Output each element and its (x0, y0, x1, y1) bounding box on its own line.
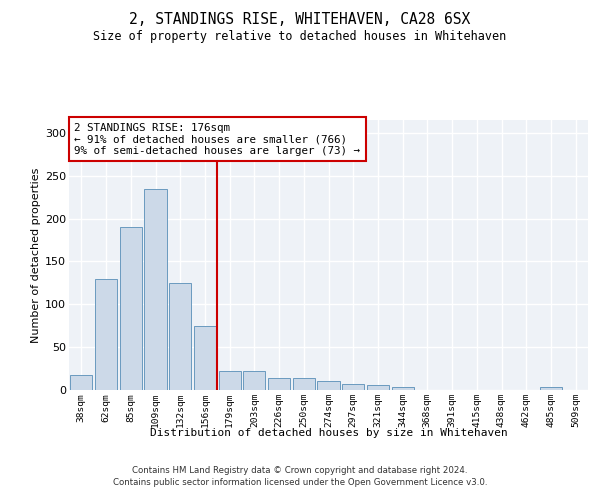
Bar (218, 371, 241, 390)
Text: Contains public sector information licensed under the Open Government Licence v3: Contains public sector information licen… (113, 478, 487, 487)
Bar (540, 388, 562, 390)
Text: 2 STANDINGS RISE: 176sqm
← 91% of detached houses are smaller (766)
9% of semi-d: 2 STANDINGS RISE: 176sqm ← 91% of detach… (74, 122, 360, 156)
Bar (145, 188, 167, 390)
Bar (317, 382, 340, 390)
Text: Size of property relative to detached houses in Whitehaven: Size of property relative to detached ho… (94, 30, 506, 43)
Bar (169, 283, 191, 390)
Bar (293, 378, 315, 390)
Bar (243, 371, 265, 390)
Text: Contains HM Land Registry data © Crown copyright and database right 2024.: Contains HM Land Registry data © Crown c… (132, 466, 468, 475)
Bar (194, 326, 216, 390)
Bar (342, 384, 364, 390)
Text: 2, STANDINGS RISE, WHITEHAVEN, CA28 6SX: 2, STANDINGS RISE, WHITEHAVEN, CA28 6SX (130, 12, 470, 28)
Bar (95, 278, 117, 390)
Bar (367, 385, 389, 390)
Bar (268, 378, 290, 390)
Bar (392, 388, 414, 390)
Text: Distribution of detached houses by size in Whitehaven: Distribution of detached houses by size … (150, 428, 508, 438)
Y-axis label: Number of detached properties: Number of detached properties (31, 168, 41, 342)
Bar (70, 374, 92, 390)
Bar (119, 227, 142, 390)
